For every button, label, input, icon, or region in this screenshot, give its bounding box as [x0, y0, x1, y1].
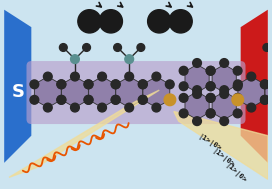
- Circle shape: [57, 80, 66, 89]
- Circle shape: [233, 82, 242, 91]
- Polygon shape: [61, 77, 88, 108]
- Circle shape: [206, 94, 215, 102]
- Circle shape: [112, 80, 120, 89]
- Text: |1>|0>: |1>|0>: [196, 133, 222, 153]
- Circle shape: [60, 44, 67, 51]
- Polygon shape: [265, 77, 272, 108]
- Polygon shape: [212, 65, 236, 92]
- Circle shape: [206, 82, 215, 91]
- Circle shape: [98, 103, 106, 112]
- Circle shape: [148, 10, 171, 33]
- Circle shape: [233, 94, 242, 102]
- Circle shape: [78, 10, 101, 33]
- Circle shape: [232, 94, 243, 106]
- Circle shape: [44, 72, 52, 81]
- Circle shape: [165, 80, 174, 89]
- Circle shape: [260, 80, 269, 89]
- Circle shape: [233, 66, 242, 75]
- Polygon shape: [238, 77, 265, 108]
- Circle shape: [125, 72, 134, 81]
- Circle shape: [84, 95, 93, 104]
- Circle shape: [114, 44, 122, 51]
- Polygon shape: [34, 77, 61, 108]
- Circle shape: [247, 103, 256, 112]
- Text: N: N: [247, 83, 262, 101]
- Circle shape: [193, 117, 202, 125]
- Circle shape: [260, 95, 269, 104]
- Circle shape: [206, 66, 215, 75]
- Circle shape: [164, 94, 176, 106]
- Text: |1>|0>: |1>|0>: [223, 162, 247, 185]
- Circle shape: [179, 109, 188, 118]
- Circle shape: [70, 72, 79, 81]
- Circle shape: [169, 10, 192, 33]
- Circle shape: [30, 80, 39, 89]
- Circle shape: [112, 95, 120, 104]
- FancyBboxPatch shape: [26, 61, 246, 124]
- Circle shape: [220, 117, 228, 125]
- Circle shape: [261, 95, 269, 104]
- Circle shape: [57, 95, 66, 104]
- Polygon shape: [143, 77, 170, 108]
- Circle shape: [206, 94, 215, 102]
- Circle shape: [111, 80, 120, 89]
- Circle shape: [247, 72, 256, 81]
- Circle shape: [193, 59, 202, 67]
- Circle shape: [138, 95, 147, 104]
- Polygon shape: [185, 65, 209, 92]
- Polygon shape: [212, 92, 236, 120]
- Circle shape: [193, 86, 202, 94]
- Circle shape: [137, 44, 145, 51]
- Circle shape: [263, 44, 271, 51]
- Polygon shape: [4, 10, 31, 163]
- Circle shape: [193, 90, 202, 98]
- Circle shape: [233, 109, 242, 118]
- Circle shape: [234, 80, 242, 89]
- Circle shape: [220, 86, 228, 94]
- Circle shape: [179, 94, 188, 102]
- Circle shape: [111, 95, 120, 104]
- Circle shape: [220, 90, 228, 98]
- Circle shape: [125, 55, 134, 64]
- Circle shape: [234, 95, 242, 104]
- Circle shape: [220, 59, 228, 67]
- Circle shape: [99, 10, 122, 33]
- Circle shape: [83, 44, 91, 51]
- Circle shape: [179, 66, 188, 75]
- Circle shape: [138, 80, 147, 89]
- Text: |1>|0>: |1>|0>: [211, 147, 235, 169]
- Circle shape: [152, 72, 161, 81]
- Circle shape: [206, 109, 215, 118]
- Polygon shape: [185, 92, 209, 120]
- Circle shape: [206, 66, 215, 75]
- Circle shape: [165, 95, 174, 104]
- Circle shape: [98, 72, 106, 81]
- Polygon shape: [174, 112, 268, 179]
- Circle shape: [138, 95, 147, 104]
- Circle shape: [261, 80, 269, 89]
- Circle shape: [70, 103, 79, 112]
- Polygon shape: [241, 10, 268, 163]
- Circle shape: [44, 103, 52, 112]
- Circle shape: [30, 95, 39, 104]
- Polygon shape: [89, 77, 116, 108]
- Circle shape: [152, 103, 161, 112]
- Circle shape: [206, 82, 215, 91]
- Circle shape: [57, 80, 66, 89]
- Circle shape: [84, 80, 93, 89]
- Circle shape: [84, 80, 93, 89]
- Circle shape: [206, 109, 215, 118]
- Circle shape: [138, 80, 147, 89]
- Circle shape: [57, 95, 66, 104]
- Text: S: S: [11, 83, 24, 101]
- Circle shape: [179, 82, 188, 91]
- Polygon shape: [116, 77, 143, 108]
- Circle shape: [70, 55, 79, 64]
- Circle shape: [125, 103, 134, 112]
- Circle shape: [84, 95, 93, 104]
- Polygon shape: [9, 90, 159, 177]
